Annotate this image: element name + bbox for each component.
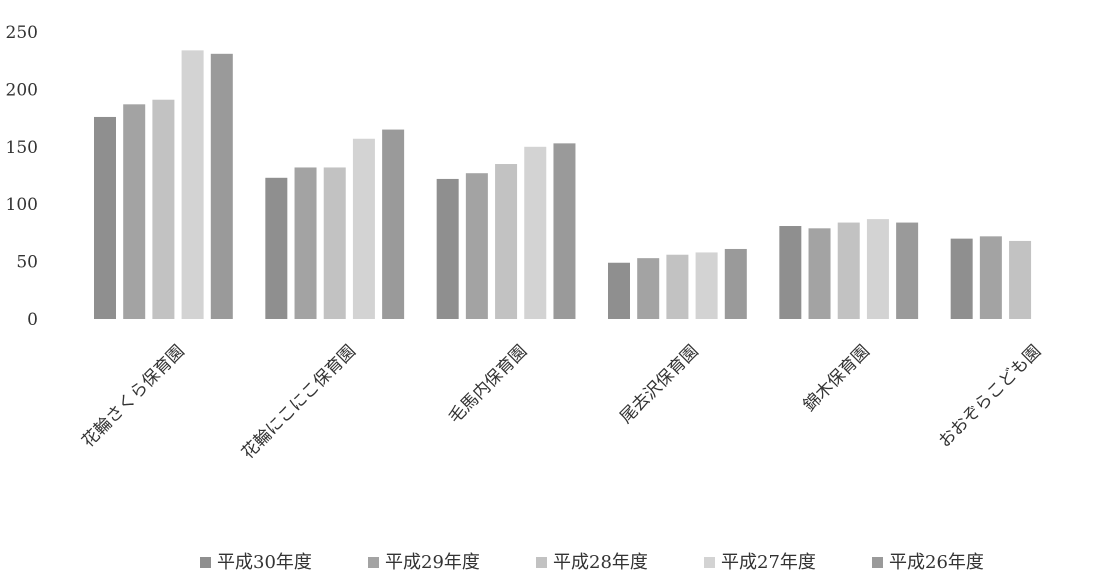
- legend: 平成30年度 平成29年度 平成28年度 平成27年度 平成26年度: [200, 552, 984, 573]
- bar: [979, 236, 1002, 319]
- bar: [382, 129, 405, 319]
- bar: [724, 248, 747, 319]
- legend-swatch: [704, 557, 715, 568]
- category-label: 尾去沢保育園: [616, 341, 702, 427]
- legend-label: 平成28年度: [553, 552, 648, 573]
- y-tick-label: 200: [6, 80, 38, 100]
- bar: [866, 219, 889, 319]
- bar: [837, 222, 860, 319]
- bar: [808, 228, 831, 319]
- bar: [294, 167, 317, 319]
- bar: [695, 252, 718, 319]
- legend-label: 平成27年度: [721, 552, 816, 573]
- bar: [436, 178, 459, 319]
- bar: [352, 138, 375, 319]
- y-tick-label: 0: [27, 310, 38, 330]
- bar: [896, 222, 919, 319]
- y-axis: 0 50 100 150 200 250: [6, 23, 38, 330]
- bar: [323, 167, 346, 319]
- bar: [94, 116, 116, 320]
- category-label: おおぞらこども園: [935, 341, 1045, 451]
- bar: [779, 226, 802, 319]
- category-label: 花輪さくら保育園: [78, 341, 188, 451]
- bar: [265, 177, 288, 319]
- y-tick-label: 50: [16, 253, 38, 273]
- legend-swatch: [368, 557, 379, 568]
- category-label: 花輪にこにこ保育園: [238, 341, 360, 463]
- legend-label: 平成26年度: [889, 552, 984, 573]
- x-axis: 花輪さくら保育園 花輪にこにこ保育園 毛馬内保育園 尾去沢保育園 錦木保育園 おおぞらこど…: [78, 341, 1045, 463]
- bar: [666, 254, 689, 319]
- legend-label: 平成29年度: [385, 552, 480, 573]
- bars: [94, 50, 1032, 320]
- bar: [524, 146, 547, 319]
- legend-label: 平成30年度: [217, 552, 312, 573]
- bar: [181, 50, 204, 319]
- bar: [123, 104, 146, 319]
- y-tick-label: 150: [6, 138, 38, 158]
- bar: [1009, 240, 1032, 319]
- bar: [637, 258, 660, 319]
- bar: [608, 262, 630, 319]
- y-tick-label: 250: [6, 23, 38, 43]
- y-tick-label: 100: [6, 195, 38, 215]
- bar: [950, 238, 973, 319]
- legend-swatch: [200, 557, 211, 568]
- legend-swatch: [536, 557, 547, 568]
- bar: [465, 173, 488, 319]
- bar: [495, 164, 518, 319]
- bar: [152, 99, 175, 320]
- bar: [210, 53, 233, 319]
- bar: [553, 143, 576, 319]
- category-label: 錦木保育園: [800, 341, 874, 415]
- legend-swatch: [872, 557, 883, 568]
- category-label: 毛馬内保育園: [445, 341, 531, 427]
